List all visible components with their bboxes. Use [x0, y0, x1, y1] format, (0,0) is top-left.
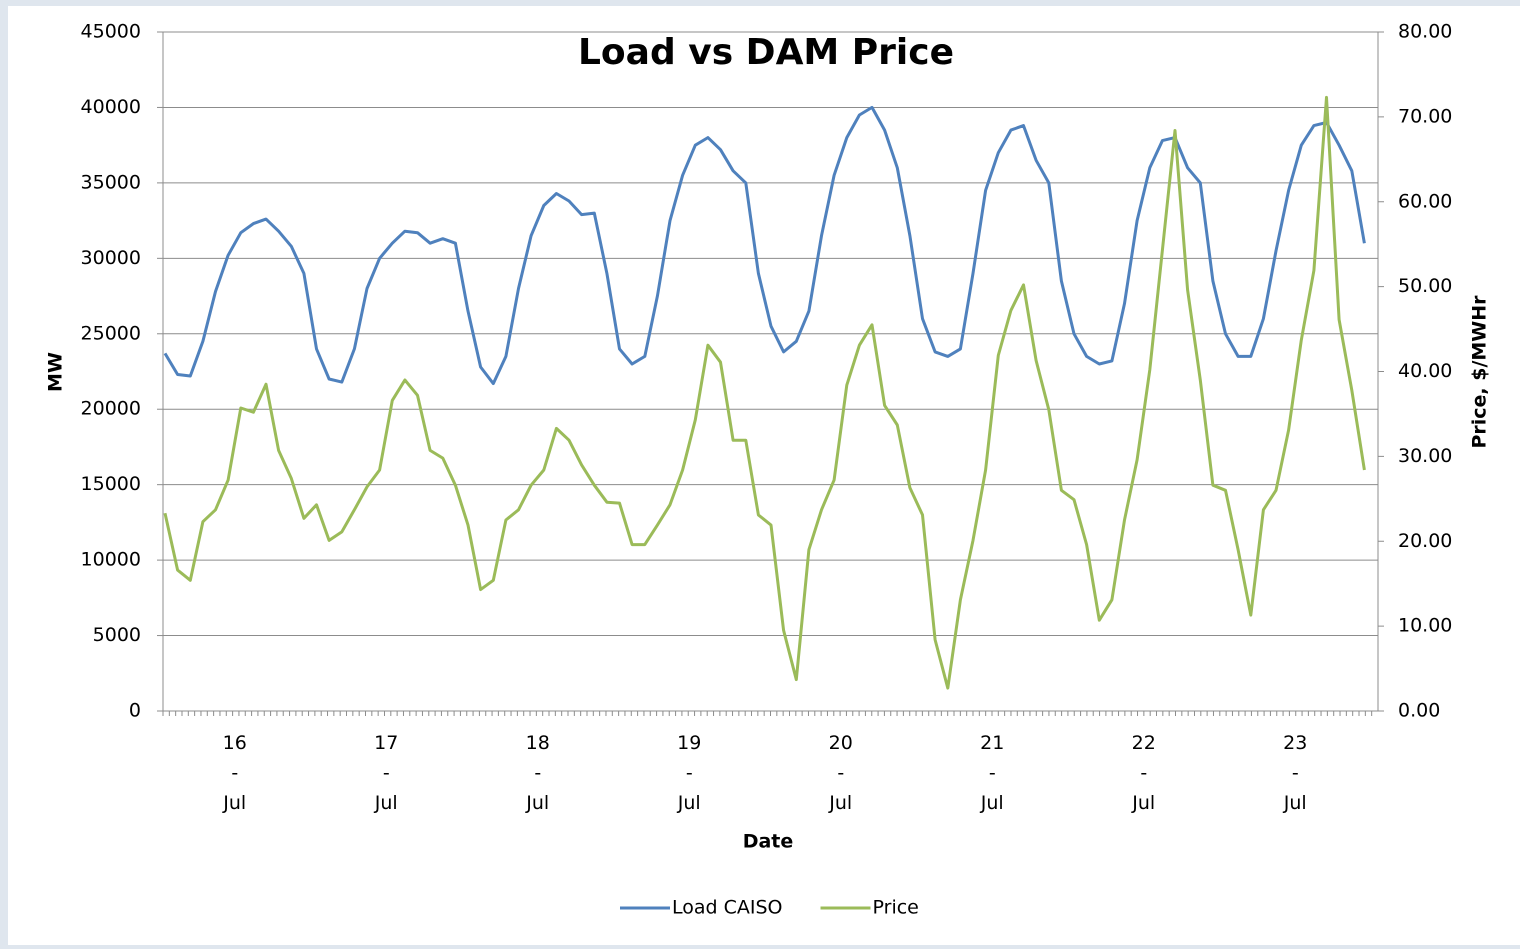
- x-tick-label-part: -: [989, 762, 996, 784]
- x-tick-label-part: Jul: [677, 792, 701, 814]
- x-tick-label-part: -: [837, 762, 844, 784]
- y-tick-label: 20000: [81, 398, 141, 420]
- x-tick-label-part: -: [1292, 762, 1299, 784]
- y2-tick-label: 80.00: [1398, 21, 1452, 43]
- y2-tick-label: 40.00: [1398, 360, 1452, 382]
- x-tick-label-part: Jul: [828, 792, 852, 814]
- x-tick-label-part: Jul: [525, 792, 549, 814]
- x-tick-label-part: 21: [980, 732, 1004, 754]
- x-tick-label-part: Jul: [1283, 792, 1307, 814]
- y2-tick-label: 0.00: [1398, 700, 1440, 722]
- x-tick-label: 19 - Jul: [677, 732, 702, 814]
- x-tick-label-part: 18: [526, 732, 550, 754]
- chart-title: Load vs DAM Price: [578, 32, 954, 73]
- legend-label: Price: [873, 897, 919, 919]
- y-tick-label: 30000: [81, 247, 141, 269]
- frame: Load vs DAM Price Date MW Price, $/MWHr …: [8, 6, 1520, 945]
- x-tick-label-part: -: [231, 762, 238, 784]
- series-line: [163, 105, 1366, 386]
- y-tick-label: 15000: [81, 473, 141, 495]
- x-tick-label-part: Jul: [222, 792, 246, 814]
- y2-axis-title: Price, $/MWHr: [1469, 295, 1491, 449]
- x-tick-label: 16 - Jul: [222, 732, 247, 814]
- x-tick-label-part: Jul: [1131, 792, 1155, 814]
- x-tick-label: 22 - Jul: [1131, 732, 1156, 814]
- x-tick-label-part: Jul: [980, 792, 1004, 814]
- x-tick-label: 21 - Jul: [980, 732, 1005, 814]
- y2-tick-label: 50.00: [1398, 275, 1452, 297]
- y-tick-label: 0: [129, 700, 141, 722]
- y2-tick-label: 70.00: [1398, 105, 1452, 127]
- y-tick-label: 40000: [81, 96, 141, 118]
- y-tick-label: 5000: [93, 624, 141, 646]
- y-tick-label: 25000: [81, 322, 141, 344]
- x-tick-label-part: 23: [1283, 732, 1307, 754]
- legend-label: Load CAISO: [672, 897, 783, 919]
- x-tick-label-part: 19: [677, 732, 701, 754]
- x-tick-label-part: -: [1140, 762, 1147, 784]
- x-tick-label-part: 16: [223, 732, 247, 754]
- x-tick-label: 23 - Jul: [1283, 732, 1308, 814]
- y2-tick-label: 20.00: [1398, 530, 1452, 552]
- y-axis-title: MW: [45, 352, 67, 392]
- x-tick-label: 20 - Jul: [828, 732, 853, 814]
- y-tick-label: 45000: [81, 21, 141, 43]
- series-line: [163, 95, 1366, 690]
- y2-tick-label: 10.00: [1398, 615, 1452, 637]
- chart: Load vs DAM Price Date MW Price, $/MWHr …: [45, 21, 1491, 919]
- x-tick-label: 18 - Jul: [525, 732, 550, 814]
- x-tick-label: 17 - Jul: [374, 732, 399, 814]
- y-tick-label: 35000: [81, 171, 141, 193]
- x-tick-label-part: 17: [374, 732, 398, 754]
- y2-tick-label: 30.00: [1398, 445, 1452, 467]
- x-tick-label-part: 20: [829, 732, 853, 754]
- y2-tick-label: 60.00: [1398, 190, 1452, 212]
- x-tick-label-part: 22: [1132, 732, 1156, 754]
- x-tick-label-part: Jul: [374, 792, 398, 814]
- x-tick-label-part: -: [534, 762, 541, 784]
- x-axis-title: Date: [743, 831, 794, 853]
- x-tick-label-part: -: [383, 762, 390, 784]
- x-tick-label-part: -: [686, 762, 693, 784]
- y-tick-label: 10000: [81, 549, 141, 571]
